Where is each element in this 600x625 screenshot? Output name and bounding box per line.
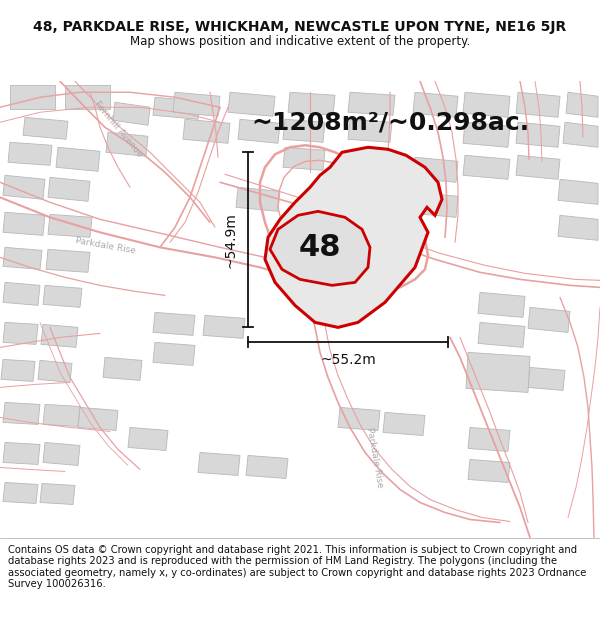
- Polygon shape: [43, 286, 82, 308]
- Polygon shape: [338, 408, 380, 431]
- Polygon shape: [128, 428, 168, 451]
- Polygon shape: [38, 361, 72, 382]
- Polygon shape: [8, 142, 52, 165]
- Polygon shape: [383, 412, 425, 436]
- Polygon shape: [348, 119, 392, 142]
- Polygon shape: [413, 92, 458, 118]
- Polygon shape: [153, 342, 195, 366]
- Polygon shape: [153, 98, 200, 119]
- Polygon shape: [528, 368, 565, 391]
- Text: 48, PARKDALE RISE, WHICKHAM, NEWCASTLE UPON TYNE, NE16 5JR: 48, PARKDALE RISE, WHICKHAM, NEWCASTLE U…: [34, 20, 566, 34]
- Polygon shape: [283, 119, 325, 142]
- Polygon shape: [106, 132, 148, 156]
- Polygon shape: [468, 459, 510, 482]
- Polygon shape: [3, 213, 45, 236]
- Polygon shape: [46, 249, 90, 272]
- Polygon shape: [56, 148, 100, 171]
- Polygon shape: [466, 352, 530, 392]
- Polygon shape: [173, 92, 220, 116]
- Polygon shape: [288, 92, 335, 115]
- Text: Fernhill Avenue: Fernhill Avenue: [92, 99, 144, 159]
- Polygon shape: [198, 452, 240, 476]
- Polygon shape: [566, 92, 598, 118]
- Polygon shape: [246, 456, 288, 479]
- Polygon shape: [516, 155, 560, 179]
- Polygon shape: [528, 308, 570, 332]
- Polygon shape: [183, 119, 230, 143]
- Polygon shape: [78, 408, 118, 431]
- Polygon shape: [238, 119, 280, 143]
- Text: ~55.2m: ~55.2m: [320, 353, 376, 367]
- Text: Heathwood Avenue: Heathwood Avenue: [326, 218, 413, 252]
- Polygon shape: [1, 359, 35, 381]
- Polygon shape: [413, 158, 458, 182]
- Polygon shape: [478, 322, 525, 348]
- Polygon shape: [463, 122, 510, 148]
- Polygon shape: [3, 482, 38, 504]
- Polygon shape: [41, 324, 78, 348]
- Polygon shape: [333, 188, 375, 211]
- Text: ~54.9m: ~54.9m: [223, 212, 237, 268]
- Polygon shape: [43, 442, 80, 466]
- Polygon shape: [228, 92, 275, 116]
- Polygon shape: [413, 192, 458, 218]
- Polygon shape: [516, 122, 560, 148]
- Polygon shape: [48, 177, 90, 201]
- Polygon shape: [478, 292, 525, 318]
- Polygon shape: [516, 92, 560, 118]
- Polygon shape: [3, 248, 42, 269]
- Polygon shape: [563, 122, 598, 148]
- Polygon shape: [23, 118, 68, 139]
- Polygon shape: [468, 428, 510, 451]
- Text: Parkdale Rise: Parkdale Rise: [74, 236, 136, 255]
- Polygon shape: [3, 282, 40, 306]
- Polygon shape: [43, 404, 80, 426]
- Polygon shape: [348, 92, 395, 115]
- Polygon shape: [40, 484, 75, 504]
- Polygon shape: [558, 179, 598, 204]
- Polygon shape: [10, 85, 55, 109]
- Polygon shape: [65, 85, 110, 109]
- Polygon shape: [463, 92, 510, 118]
- Polygon shape: [103, 357, 142, 381]
- Polygon shape: [48, 214, 92, 238]
- Polygon shape: [113, 102, 150, 125]
- Polygon shape: [153, 312, 195, 336]
- Polygon shape: [236, 188, 280, 211]
- Text: 48: 48: [299, 233, 341, 262]
- Text: Parkdale Rise: Parkdale Rise: [365, 427, 385, 488]
- Polygon shape: [558, 216, 598, 241]
- Polygon shape: [3, 322, 38, 344]
- Text: Parkdale Rise: Parkdale Rise: [318, 242, 352, 302]
- Polygon shape: [3, 402, 40, 424]
- Text: ~1208m²/~0.298ac.: ~1208m²/~0.298ac.: [251, 110, 529, 134]
- Polygon shape: [463, 155, 510, 179]
- Polygon shape: [203, 316, 245, 338]
- Polygon shape: [3, 442, 40, 464]
- Text: Map shows position and indicative extent of the property.: Map shows position and indicative extent…: [130, 35, 470, 48]
- Text: Contains OS data © Crown copyright and database right 2021. This information is : Contains OS data © Crown copyright and d…: [8, 544, 586, 589]
- Polygon shape: [265, 148, 442, 328]
- Polygon shape: [283, 148, 325, 170]
- Polygon shape: [3, 175, 45, 199]
- Polygon shape: [270, 211, 370, 286]
